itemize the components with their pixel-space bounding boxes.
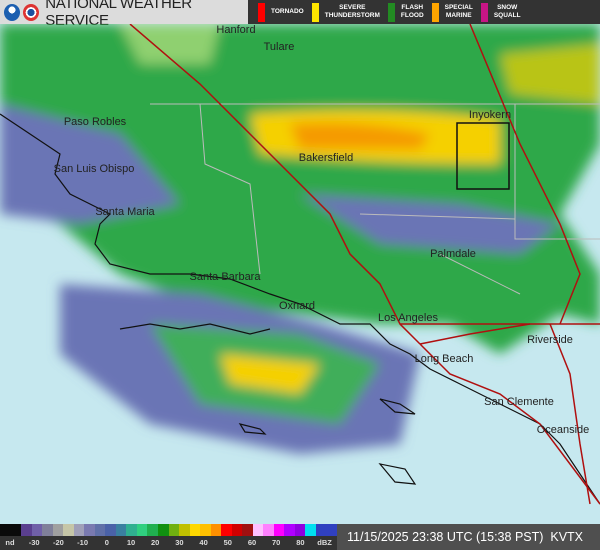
city-label: Riverside (527, 334, 573, 346)
timestamp: 11/15/2025 23:38 UTC (15:38 PST) (347, 530, 544, 544)
scale-swatch (42, 524, 53, 536)
scale-tick-label: 10 (126, 538, 136, 547)
scale-swatch (31, 524, 43, 536)
scale-swatch (157, 524, 169, 536)
city-label: Hanford (216, 24, 255, 36)
warning-label: FLASH FLOOD (400, 4, 424, 19)
city-labels: Hanford Tulare Paso Robles San Luis Obispo S… (54, 24, 590, 436)
scale-swatch (221, 524, 232, 536)
scale-swatch (305, 524, 316, 536)
warning-swatch (431, 2, 439, 22)
city-label: Paso Robles (64, 116, 127, 128)
scale-swatch (315, 524, 327, 536)
warning-label: TORNADO (271, 8, 304, 15)
nws-logo (23, 3, 40, 21)
scale-swatch (168, 524, 180, 536)
warning-flash-flood: FLASH FLOOD (387, 0, 432, 24)
scale-tick-label: -20 (52, 538, 64, 547)
scale-swatch (252, 524, 264, 536)
coastline (0, 113, 600, 505)
scale-swatch (326, 524, 337, 536)
scale-swatch (10, 524, 22, 536)
scale-tick-label: 40 (199, 538, 208, 547)
scale-tick-label: nd (5, 538, 15, 547)
highways (129, 24, 600, 505)
warning-label: SNOW SQUALL (493, 4, 521, 19)
warning-legend: TORNADO SEVERE THUNDERSTORM FLASH FLOOD SPE… (248, 0, 600, 24)
scale-swatch (210, 524, 222, 536)
scale-tick-label: 30 (175, 538, 184, 547)
city-label: Bakersfield (299, 152, 353, 164)
warning-severe-thunderstorm: SEVERE THUNDERSTORM (311, 0, 388, 24)
warning-snow-squall: SNOW SQUALL (480, 0, 529, 24)
city-label: San Clemente (484, 396, 554, 408)
scale-tick-label: 20 (151, 538, 160, 547)
scale-tick-label: 0 (104, 538, 109, 547)
warning-label: SEVERE THUNDERSTORM (324, 4, 380, 19)
city-label: Palmdale (430, 248, 476, 260)
scale-swatch (263, 524, 274, 536)
scale-tick-label: -30 (28, 538, 40, 547)
radar-map[interactable]: Hanford Tulare Paso Robles San Luis Obispo S… (0, 24, 600, 524)
footer: nd -30 -20 -10 0 10 20 30 40 50 60 70 80 dBZ 11/15/20… (0, 524, 600, 550)
scale-swatch (294, 524, 306, 536)
scale-swatch (94, 524, 106, 536)
city-label: Los Angeles (378, 312, 438, 324)
warning-swatch (387, 2, 395, 22)
city-label: Oxnard (279, 300, 315, 312)
scale-swatch (63, 524, 74, 536)
warning-swatch (311, 2, 319, 22)
scale-swatch (284, 524, 295, 536)
timestamp-bar: 11/15/2025 23:38 UTC (15:38 PST) KVTX (337, 524, 600, 550)
scale-swatch (21, 524, 32, 536)
city-label: San Luis Obispo (54, 163, 135, 175)
scale-swatch (231, 524, 243, 536)
warning-special-marine: SPECIAL MARINE (431, 0, 481, 24)
scale-swatch (189, 524, 201, 536)
station-id: KVTX (550, 530, 584, 544)
scale-tick-label: 50 (223, 538, 232, 547)
county-lines (150, 103, 600, 295)
scale-tick-label: dBZ (317, 538, 332, 547)
scale-tick-label: 60 (247, 538, 257, 547)
city-label: Santa Barbara (190, 271, 262, 283)
scale-swatch (52, 524, 64, 536)
scale-tick-label: -10 (77, 538, 89, 547)
warning-swatch (258, 2, 265, 22)
city-label: Santa Maria (95, 206, 155, 218)
scale-tick-label: 70 (272, 538, 281, 547)
scale-swatch (105, 524, 116, 536)
noaa-logo (4, 3, 21, 21)
scale-swatch (179, 524, 190, 536)
warning-label: SPECIAL MARINE (444, 4, 473, 19)
city-label: Inyokern (469, 109, 511, 121)
radar-echoes (0, 24, 600, 454)
dbz-color-scale: nd -30 -20 -10 0 10 20 30 40 50 60 70 80 dBZ (0, 524, 337, 550)
scale-swatch (273, 524, 285, 536)
scale-swatch (84, 524, 95, 536)
scale-swatch (136, 524, 148, 536)
scale-swatch (126, 524, 137, 536)
warning-swatch (480, 2, 488, 22)
scale-swatch (200, 524, 211, 536)
scale-tick-label: 80 (296, 538, 305, 547)
city-label: Long Beach (415, 353, 474, 365)
city-label: Oceanside (537, 424, 590, 436)
brand: NATIONAL WEATHER SERVICE (0, 0, 248, 29)
scale-swatch (242, 524, 253, 536)
warning-polygon[interactable] (456, 122, 510, 190)
header: NATIONAL WEATHER SERVICE TORNADO SEVERE T… (0, 0, 600, 29)
warning-tornado: TORNADO (258, 0, 312, 24)
scale-swatch (147, 524, 158, 536)
city-label: Tulare (264, 41, 295, 53)
scale-swatch (0, 524, 11, 536)
scale-swatch (73, 524, 85, 536)
scale-swatch (115, 524, 127, 536)
